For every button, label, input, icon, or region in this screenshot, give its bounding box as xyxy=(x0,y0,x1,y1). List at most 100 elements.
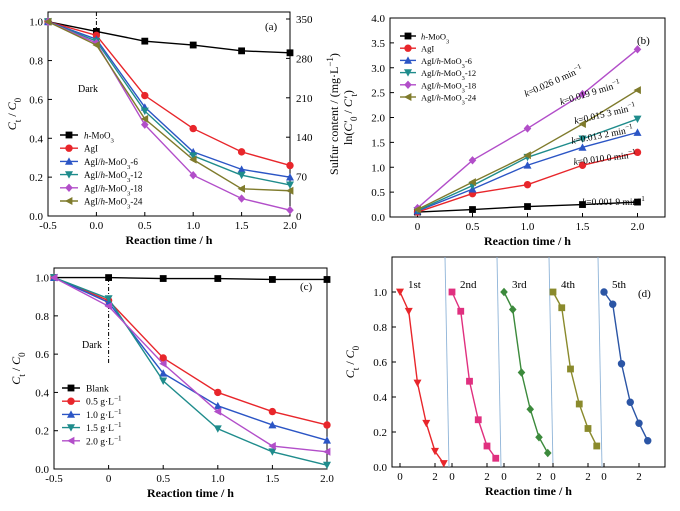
data-point xyxy=(286,173,294,181)
data-point xyxy=(213,425,222,433)
x-tick-label: 0 xyxy=(415,221,421,233)
y-tick-label: 0.4 xyxy=(35,387,49,399)
y-tick-label: 1.0 xyxy=(371,162,385,174)
data-point xyxy=(469,206,476,213)
panel-label: (a) xyxy=(265,21,278,33)
data-point xyxy=(523,151,531,160)
series-line-0 xyxy=(47,21,291,54)
x-tick-label: 1.0 xyxy=(521,221,535,233)
data-point xyxy=(413,379,422,387)
data-point xyxy=(431,447,439,456)
cycle-label: 3rd xyxy=(512,279,527,291)
data-point xyxy=(286,49,294,57)
y-tick-label: 3.5 xyxy=(371,38,385,50)
data-point xyxy=(141,91,149,100)
series-line-0 xyxy=(54,276,327,281)
legend-label: 2.0 g·L−1 xyxy=(86,434,122,447)
data-point xyxy=(269,276,276,283)
data-point xyxy=(468,178,476,187)
data-point xyxy=(474,416,482,424)
y-axis-label: Ct / C0 xyxy=(9,352,27,385)
data-point xyxy=(237,165,246,173)
data-point xyxy=(237,148,246,156)
data-point xyxy=(523,180,532,189)
x-tick-label: 1.5 xyxy=(266,473,280,485)
data-point xyxy=(609,300,617,308)
x-tick-label: 0 xyxy=(601,471,607,483)
legend-marker xyxy=(67,424,75,432)
legend-marker xyxy=(404,32,412,40)
data-point xyxy=(140,107,149,116)
y-tick-label: 0.4 xyxy=(29,133,43,145)
cycle-label: 1st xyxy=(408,279,421,291)
data-point xyxy=(617,360,626,368)
y2-tick-label: 140 xyxy=(296,132,313,144)
legend-label: AgI/h-MoO3-6 xyxy=(84,157,138,171)
data-point xyxy=(140,114,149,123)
data-point xyxy=(323,421,331,429)
x-tick-label: 1.5 xyxy=(576,221,590,233)
data-point xyxy=(159,377,168,385)
data-point xyxy=(237,171,246,180)
y-tick-label: 0.0 xyxy=(373,462,387,474)
data-point xyxy=(413,205,421,214)
legend-marker xyxy=(404,93,412,101)
x-tick-label: 0.5 xyxy=(466,221,480,233)
data-point xyxy=(286,161,294,170)
panel-label: (d) xyxy=(638,288,651,300)
legend-label: AgI xyxy=(421,44,434,54)
x-tick-label: 0 xyxy=(449,471,455,483)
data-point xyxy=(448,288,456,296)
data-point xyxy=(535,433,543,442)
data-point xyxy=(584,425,592,432)
panel-label: (c) xyxy=(300,281,313,293)
series-line-2 xyxy=(47,21,291,178)
y-tick-label: 0.5 xyxy=(371,187,385,199)
data-point xyxy=(633,128,642,136)
panel-b: 0 0.5 1.0 1.5 2.0 0.0 0.5 1.0 1.5 2.0 2.5 3.0 3.5 4.0… xyxy=(341,13,666,248)
data-point xyxy=(579,201,586,208)
x-tick-label: 0 xyxy=(106,473,112,485)
data-point xyxy=(105,274,112,281)
x-tick-label: 2 xyxy=(636,471,642,483)
series-line-1 xyxy=(451,291,497,459)
data-point xyxy=(237,194,246,203)
y-tick-label: 1.0 xyxy=(35,273,49,285)
legend-label: AgI/h-MoO3-24 xyxy=(421,93,477,107)
y-tick-label: 0.0 xyxy=(35,464,49,476)
series-line-4 xyxy=(47,21,291,211)
data-point xyxy=(466,377,473,385)
legend-marker xyxy=(67,397,75,405)
legend-marker xyxy=(67,436,75,445)
data-point xyxy=(492,454,500,462)
data-point xyxy=(578,143,587,151)
x-axis-label: Reaction time / h xyxy=(147,486,234,500)
data-point xyxy=(578,135,587,143)
y-tick-label: 3.0 xyxy=(371,63,385,75)
data-point xyxy=(600,288,608,296)
data-point xyxy=(508,305,517,314)
legend-label: AgI xyxy=(84,144,98,154)
x-tick-label: 1.0 xyxy=(186,220,200,232)
data-point xyxy=(93,28,100,35)
data-point xyxy=(500,287,508,297)
legend-marker xyxy=(65,131,73,139)
x-axis-label: Reaction time / h xyxy=(485,484,572,498)
y-tick-label: 0.2 xyxy=(29,172,43,184)
y-axis-label: ln(C'0 / C't) xyxy=(341,90,359,145)
cycle-label: 4th xyxy=(561,279,576,291)
legend-label: h-MoO3 xyxy=(84,131,115,145)
y2-tick-label: 350 xyxy=(296,14,313,26)
series-line-3 xyxy=(47,21,291,186)
y-tick-label: 1.0 xyxy=(373,287,387,299)
data-point xyxy=(323,461,331,470)
data-point xyxy=(92,41,100,50)
y-tick-label: 0.8 xyxy=(29,56,43,68)
dark-annotation: Dark xyxy=(78,84,98,95)
data-point xyxy=(404,307,413,316)
data-point xyxy=(633,148,642,157)
legend-marker xyxy=(404,69,412,77)
x-tick-label: 1.5 xyxy=(235,220,249,232)
y2-tick-label: 70 xyxy=(296,172,308,184)
